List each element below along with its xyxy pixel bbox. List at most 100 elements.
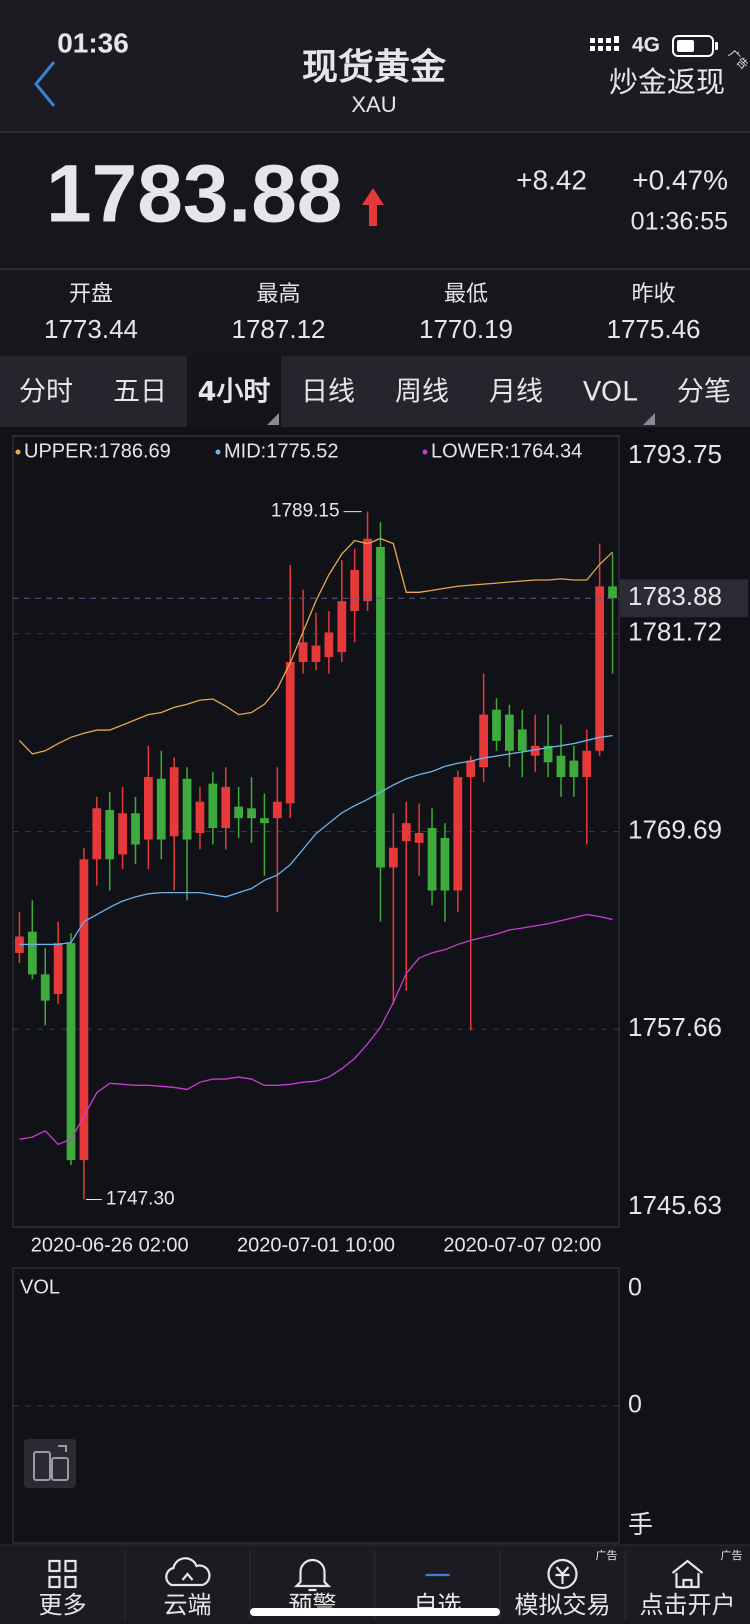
dropdown-indicator (267, 413, 279, 425)
candle-body (285, 662, 295, 804)
candlestick-chart: 1793.75 1781.72 1769.69 1757.66 1745.63 2020-… (13, 435, 748, 1256)
tab[interactable]: 分时 (19, 377, 73, 408)
tab[interactable]: 月线 (489, 377, 543, 408)
candle-body (543, 745, 553, 763)
status-time: 01:36 (57, 27, 129, 58)
volume-tick-label: 0 (628, 1274, 642, 1302)
y-tick-label: 1769.69 (628, 814, 722, 844)
candle-body (608, 586, 617, 599)
last-price-box (620, 579, 748, 618)
candle-body (492, 709, 501, 741)
nav-icon (48, 1559, 77, 1589)
last-price-label: 1783.88 (628, 581, 722, 611)
volume-unit: 手 (628, 1510, 653, 1539)
tab[interactable]: VOL (583, 377, 637, 408)
x-tick-label: 2020-07-01 10:00 (237, 1234, 395, 1256)
stat-value: 1787.12 (232, 314, 326, 344)
candle-body (79, 859, 89, 1161)
network-label: 4G (632, 34, 660, 57)
volume-tick-label: 0 (628, 1391, 642, 1419)
signal-icon (590, 36, 619, 51)
active-tab-bg (187, 356, 281, 427)
nav-label[interactable]: 模拟交易 (515, 1591, 611, 1619)
candle-body (105, 809, 115, 860)
band-line (18, 537, 614, 755)
nav-label[interactable]: 更多 (39, 1591, 87, 1619)
back-button[interactable] (34, 61, 56, 107)
y-tick-label: 1757.66 (628, 1012, 722, 1042)
ad-tag: 广告 (721, 1549, 743, 1562)
y-tick-label: 1793.75 (628, 439, 722, 469)
candle-body (92, 808, 102, 860)
y-tick-label: 1745.63 (628, 1190, 722, 1220)
volume-title: VOL (20, 1276, 60, 1298)
candle-body (143, 777, 153, 840)
candle-body (440, 837, 450, 891)
promo-link[interactable]: 炒金返现 (609, 65, 725, 99)
candle-body (363, 538, 372, 602)
stat-label: 开盘 (69, 282, 113, 307)
nav-icon (547, 1558, 578, 1590)
band-line (19, 913, 613, 1146)
candle-body (569, 760, 579, 778)
nav-label[interactable]: 点击开户 (640, 1591, 736, 1619)
price-change-pct: +0.47% (632, 164, 728, 195)
stats-row: 开盘 1773.44 最高 1787.12 最低 1770.19 昨收 1775.46 (44, 282, 700, 344)
candle-body (272, 801, 282, 819)
stat-value: 1775.46 (607, 314, 701, 344)
legend-label: MID:1775.52 (224, 440, 339, 462)
nav-icon (165, 1557, 211, 1587)
tab[interactable]: 五日 (113, 377, 167, 408)
legend-label: UPPER:1786.69 (24, 440, 171, 462)
stat-label: 昨收 (631, 282, 675, 307)
y-tick-label: 1781.72 (628, 617, 722, 647)
candle-body (27, 931, 37, 975)
nav-icon (293, 1558, 332, 1592)
page-subtitle: XAU (351, 92, 396, 117)
legend-dot (15, 449, 21, 455)
candle-body (311, 645, 321, 663)
ad-tag: 广告 (596, 1549, 618, 1562)
x-tick-label: 2020-07-07 02:00 (443, 1234, 601, 1256)
quote-time: 01:36:55 (631, 208, 728, 236)
candle-body (582, 750, 592, 778)
legend-dot (422, 449, 428, 455)
tabs-bg (0, 356, 750, 427)
up-arrow (362, 188, 384, 226)
candle-body (182, 778, 192, 840)
stat-value: 1773.44 (44, 314, 138, 344)
volume-axis: 00 (628, 1274, 642, 1419)
candle-body (505, 714, 514, 751)
x-tick-label: 2020-06-26 02:00 (31, 1234, 189, 1256)
candle-body (530, 745, 540, 756)
nav-label[interactable]: 云端 (164, 1591, 212, 1619)
candle-body (169, 767, 179, 837)
candle-body (376, 546, 385, 868)
rotate-button[interactable] (24, 1439, 76, 1488)
period-tabs: 分时 五日 4小时 日线 周线 月线 VOL 分笔 (19, 356, 731, 427)
candle-body (260, 818, 269, 824)
price-change: +8.42 (516, 164, 587, 195)
candle-body (118, 813, 127, 855)
low-label: 1747.30 (106, 1189, 175, 1210)
stat-label: 最低 (444, 282, 488, 307)
tab[interactable]: 周线 (395, 377, 449, 408)
stats-bg (0, 270, 750, 356)
candle-body (453, 777, 463, 891)
stat-label: 最高 (256, 282, 300, 307)
candle-body (556, 755, 566, 778)
candle-body (388, 847, 398, 868)
tab[interactable]: 分笔 (677, 377, 731, 408)
legend-label: LOWER:1764.34 (431, 440, 582, 462)
candle-body (324, 632, 334, 658)
candle-body (208, 783, 218, 829)
tab[interactable]: 日线 (301, 377, 355, 408)
candle-body (221, 786, 231, 829)
tab[interactable]: 4小时 (198, 377, 271, 408)
legend-dot (215, 449, 221, 455)
candle-body (234, 806, 244, 819)
dropdown-indicator (643, 413, 655, 425)
candle-body (427, 828, 437, 891)
header-bg (0, 0, 750, 132)
